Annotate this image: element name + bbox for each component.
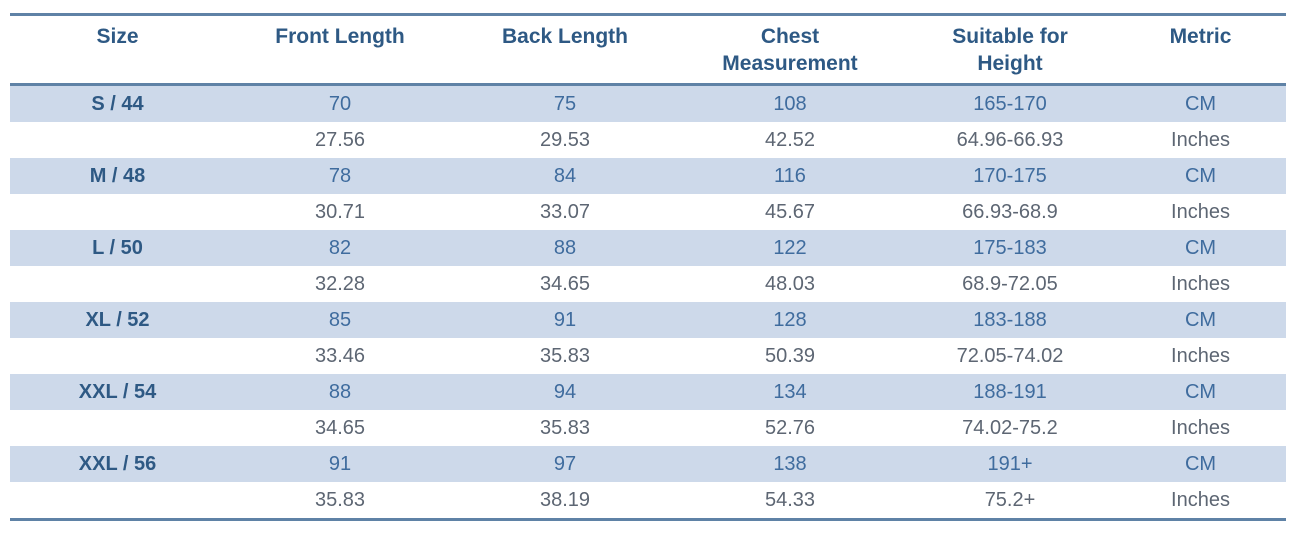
table-row: 33.46 35.83 50.39 72.05-74.02 Inches [10, 338, 1286, 374]
size-cell [10, 410, 225, 446]
table-row: 35.83 38.19 54.33 75.2+ Inches [10, 482, 1286, 520]
back-length-cell: 75 [553, 93, 577, 115]
table-row: XXL / 54 88 94 134 188-191 CM [10, 374, 1286, 410]
table-row: 34.65 35.83 52.76 74.02-75.2 Inches [10, 410, 1286, 446]
suitable-height-cell: 175-183 [973, 237, 1047, 259]
metric-cell: Inches [1171, 273, 1230, 295]
metric-cell: Inches [1171, 345, 1230, 367]
metric-cell: Inches [1171, 489, 1230, 511]
back-length-cell: 29.53 [539, 129, 591, 151]
metric-cell: CM [1184, 309, 1217, 331]
chest-measurement-cell: 108 [773, 93, 807, 115]
front-length-cell: 27.56 [314, 129, 366, 151]
table-row: 32.28 34.65 48.03 68.9-72.05 Inches [10, 266, 1286, 302]
suitable-height-cell: 64.96-66.93 [956, 129, 1064, 151]
table-row: S / 44 70 75 108 165-170 CM [10, 84, 1286, 122]
chest-measurement-cell: 122 [773, 237, 807, 259]
back-length-cell: 91 [553, 309, 577, 331]
back-length-cell: 34.65 [539, 273, 591, 295]
back-length-cell: 38.19 [539, 489, 591, 511]
size-cell: S / 44 [91, 93, 144, 115]
front-length-cell: 82 [328, 237, 352, 259]
size-cell: XL / 52 [85, 309, 150, 331]
back-length-cell: 84 [553, 165, 577, 187]
front-length-cell: 34.65 [314, 417, 366, 439]
metric-cell: CM [1184, 381, 1217, 403]
size-cell: XXL / 56 [78, 453, 157, 475]
size-cell [10, 266, 225, 302]
chest-measurement-cell: 128 [773, 309, 807, 331]
chest-measurement-cell: 134 [773, 381, 807, 403]
front-length-cell: 85 [328, 309, 352, 331]
size-cell: M / 48 [89, 165, 146, 187]
column-header-label: Size [96, 25, 139, 48]
column-header-chest: Chest Measurement [675, 15, 905, 85]
column-header-height: Suitable for Height [905, 15, 1115, 85]
size-chart-table: Size Front Length Back Length Chest Meas… [10, 13, 1286, 521]
column-header-label: Metric [1169, 25, 1232, 48]
metric-cell: Inches [1171, 129, 1230, 151]
table-row: 30.71 33.07 45.67 66.93-68.9 Inches [10, 194, 1286, 230]
front-length-cell: 32.28 [314, 273, 366, 295]
chest-measurement-cell: 50.39 [764, 345, 816, 367]
column-header-front: Front Length [225, 15, 455, 85]
front-length-cell: 70 [328, 93, 352, 115]
front-length-cell: 88 [328, 381, 352, 403]
chest-measurement-cell: 45.67 [764, 201, 816, 223]
chest-measurement-cell: 42.52 [764, 129, 816, 151]
metric-cell: CM [1184, 453, 1217, 475]
size-cell: XXL / 54 [78, 381, 157, 403]
metric-cell: Inches [1171, 201, 1230, 223]
column-header-back: Back Length [455, 15, 675, 85]
suitable-height-cell: 165-170 [973, 93, 1047, 115]
suitable-height-cell: 66.93-68.9 [962, 201, 1058, 223]
suitable-height-cell: 188-191 [973, 381, 1047, 403]
suitable-height-cell: 72.05-74.02 [956, 345, 1064, 367]
suitable-height-cell: 74.02-75.2 [962, 417, 1058, 439]
front-length-cell: 35.83 [314, 489, 366, 511]
metric-cell: CM [1184, 237, 1217, 259]
chest-measurement-cell: 138 [773, 453, 807, 475]
suitable-height-cell: 183-188 [973, 309, 1047, 331]
size-cell [10, 194, 225, 230]
table-row: M / 48 78 84 116 170-175 CM [10, 158, 1286, 194]
table-row: XL / 52 85 91 128 183-188 CM [10, 302, 1286, 338]
table-row: 27.56 29.53 42.52 64.96-66.93 Inches [10, 122, 1286, 158]
back-length-cell: 33.07 [539, 201, 591, 223]
size-cell [10, 338, 225, 374]
size-cell [10, 482, 225, 520]
front-length-cell: 78 [328, 165, 352, 187]
table-row: L / 50 82 88 122 175-183 CM [10, 230, 1286, 266]
suitable-height-cell: 191+ [987, 453, 1033, 475]
suitable-height-cell: 68.9-72.05 [962, 273, 1058, 295]
column-header-label: Suitable for Height [952, 25, 1068, 75]
chest-measurement-cell: 54.33 [764, 489, 816, 511]
suitable-height-cell: 170-175 [973, 165, 1047, 187]
column-header-size: Size [10, 15, 225, 85]
back-length-cell: 94 [553, 381, 577, 403]
back-length-cell: 88 [553, 237, 577, 259]
size-chart-page: Size Front Length Back Length Chest Meas… [10, 13, 1286, 521]
front-length-cell: 30.71 [314, 201, 366, 223]
metric-cell: CM [1184, 165, 1217, 187]
metric-cell: CM [1184, 93, 1217, 115]
column-header-label: Back Length [501, 25, 629, 48]
chest-measurement-cell: 48.03 [764, 273, 816, 295]
back-length-cell: 97 [553, 453, 577, 475]
size-cell [10, 122, 225, 158]
back-length-cell: 35.83 [539, 417, 591, 439]
suitable-height-cell: 75.2+ [984, 489, 1036, 511]
header-row: Size Front Length Back Length Chest Meas… [10, 15, 1286, 85]
column-header-metric: Metric [1115, 15, 1286, 85]
chest-measurement-cell: 116 [774, 165, 806, 187]
front-length-cell: 33.46 [314, 345, 366, 367]
column-header-label: Front Length [275, 25, 405, 48]
metric-cell: Inches [1171, 417, 1230, 439]
size-cell: L / 50 [92, 237, 143, 259]
front-length-cell: 91 [328, 453, 352, 475]
back-length-cell: 35.83 [539, 345, 591, 367]
table-row: XXL / 56 91 97 138 191+ CM [10, 446, 1286, 482]
column-header-label: Chest Measurement [722, 25, 858, 75]
chest-measurement-cell: 52.76 [764, 417, 816, 439]
